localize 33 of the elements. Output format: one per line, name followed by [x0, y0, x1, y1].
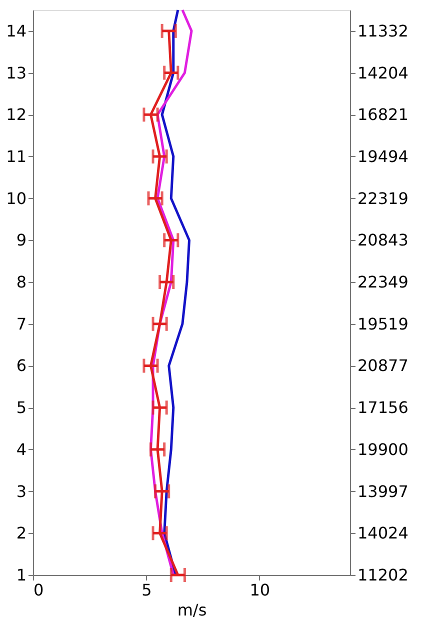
y-tick-label: 14 [6, 21, 26, 40]
y-tick-label: 11 [6, 146, 26, 166]
category-label: 11332 [358, 21, 408, 40]
y-tick-label: 5 [16, 398, 26, 418]
y-tick-label: 10 [6, 188, 26, 208]
category-label: 11202 [358, 566, 408, 584]
category-label: 19494 [358, 146, 408, 166]
category-label: 16821 [358, 105, 408, 124]
category-label: 17156 [358, 398, 408, 418]
y-tick-label: 8 [16, 272, 26, 292]
category-label: 22319 [358, 188, 408, 208]
y-tick-label: 13 [6, 63, 26, 82]
y-tick-label: 9 [16, 230, 26, 250]
x-tick-label: 0 [34, 580, 44, 600]
y-tick-label: 4 [16, 440, 26, 459]
x-tick-label: 10 [250, 580, 270, 600]
y-tick-label: 1 [16, 566, 26, 584]
line-series [160, 8, 190, 576]
category-label: 14204 [358, 63, 408, 82]
y-tick-label: 3 [16, 482, 26, 501]
category-label: 20843 [358, 230, 408, 250]
y-tick-label: 12 [6, 105, 26, 124]
y-tick-label: 7 [16, 314, 26, 334]
category-label: 13997 [358, 482, 408, 501]
y-tick-label: 6 [16, 356, 26, 376]
x-axis-title: m/s [177, 600, 207, 620]
y-tick-label: 2 [16, 524, 26, 543]
category-label: 14024 [358, 524, 408, 543]
category-label: 22349 [358, 272, 408, 292]
category-label: 19519 [358, 314, 408, 334]
x-tick-label: 5 [142, 580, 152, 600]
category-label: 20877 [358, 356, 408, 376]
category-label: 19900 [358, 440, 408, 459]
